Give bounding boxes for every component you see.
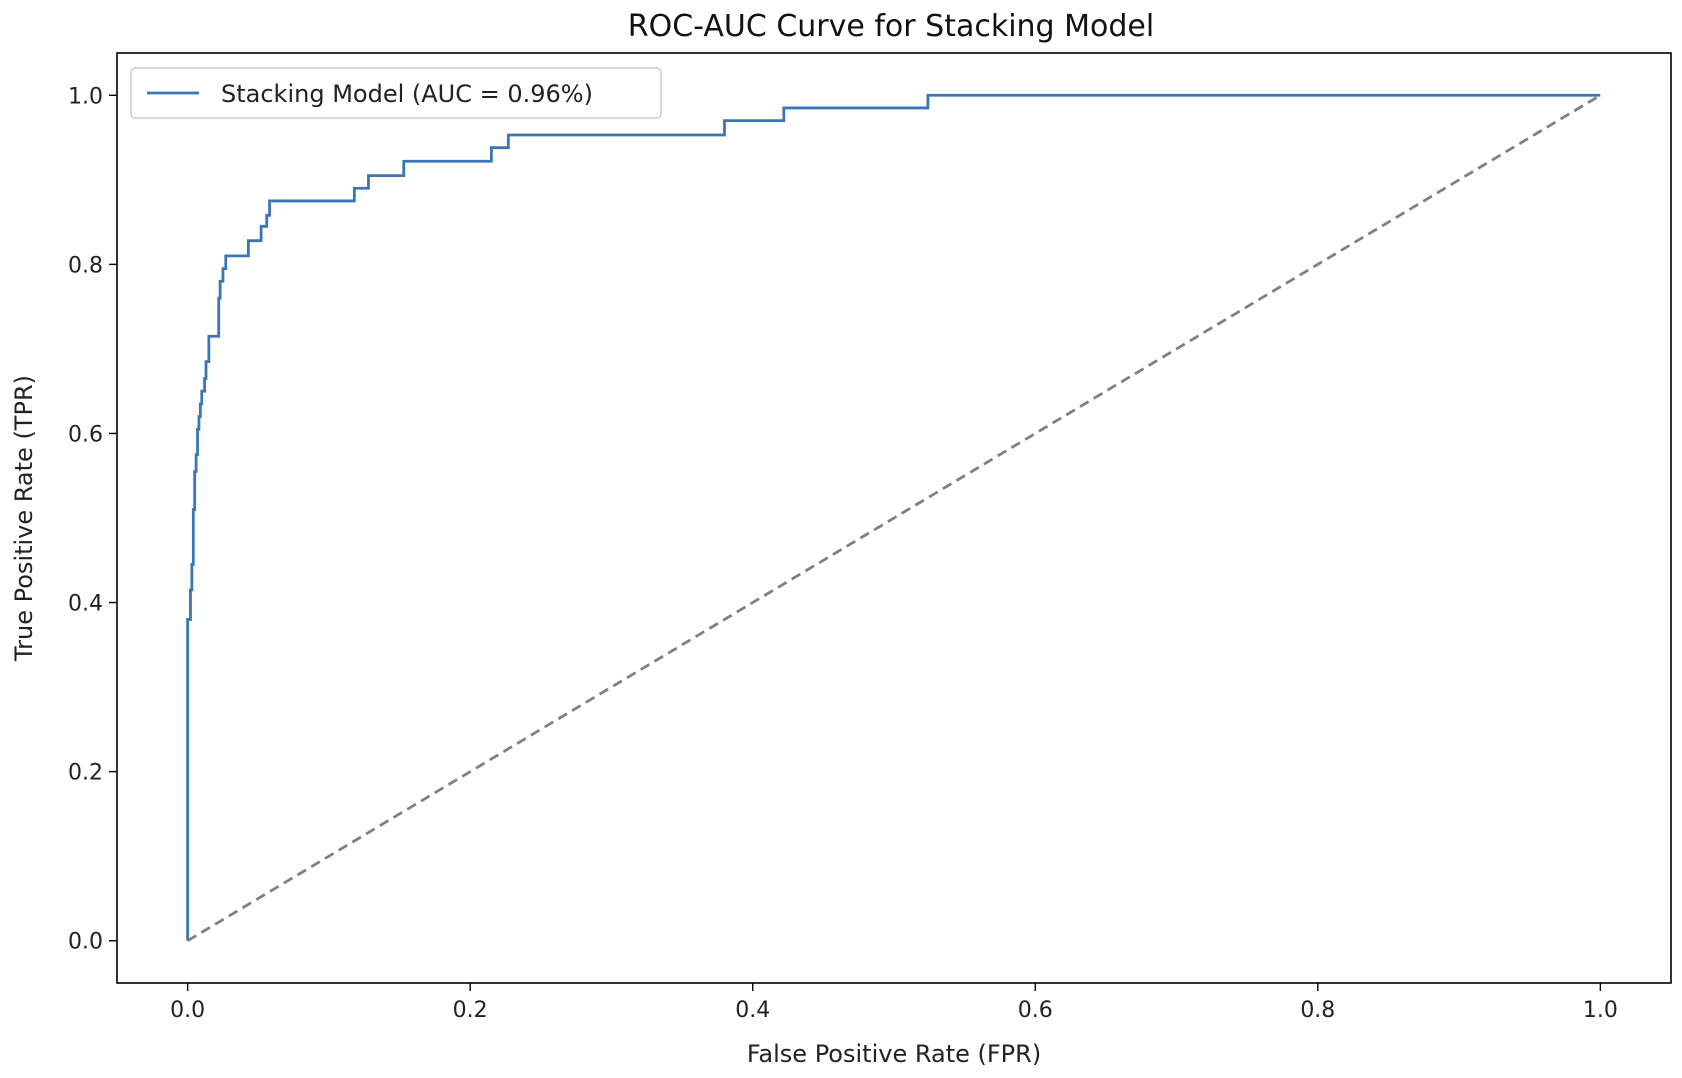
y-tick-label: 0.4: [68, 592, 103, 617]
diagonal-reference-line: [186, 94, 1602, 942]
plot-frame: [116, 52, 1672, 984]
y-tick-label: 0.6: [68, 422, 103, 447]
y-tick-label: 0.0: [68, 930, 103, 955]
x-tick-label: 1.0: [1583, 998, 1618, 1023]
y-axis-title: True Positive Rate (TPR): [10, 375, 38, 662]
x-axis-title: False Positive Rate (FPR): [747, 1040, 1041, 1068]
roc-curve-line: [186, 93, 1601, 941]
x-tick-label: 0.0: [170, 998, 205, 1023]
x-tick-label: 0.4: [735, 998, 770, 1023]
axis-ticks: 0.0 0.2 0.4 0.6 0.8 1.0 0.0 0.2 0.4 0.6 0.8 1.0: [68, 84, 1618, 1023]
x-tick-label: 0.2: [453, 998, 488, 1023]
y-tick-label: 1.0: [68, 84, 103, 109]
chart-title: ROC-AUC Curve for Stacking Model: [628, 9, 1154, 44]
x-tick-label: 0.8: [1300, 998, 1335, 1023]
y-tick-label: 0.2: [68, 761, 103, 786]
x-tick-label: 0.6: [1018, 998, 1053, 1023]
legend-box: [130, 67, 662, 119]
legend: Stacking Model (AUC = 0.96%): [130, 67, 662, 119]
legend-label-stacking-model: Stacking Model (AUC = 0.96%): [221, 80, 593, 108]
plot-area: [186, 93, 1602, 942]
y-tick-label: 0.8: [68, 253, 103, 278]
